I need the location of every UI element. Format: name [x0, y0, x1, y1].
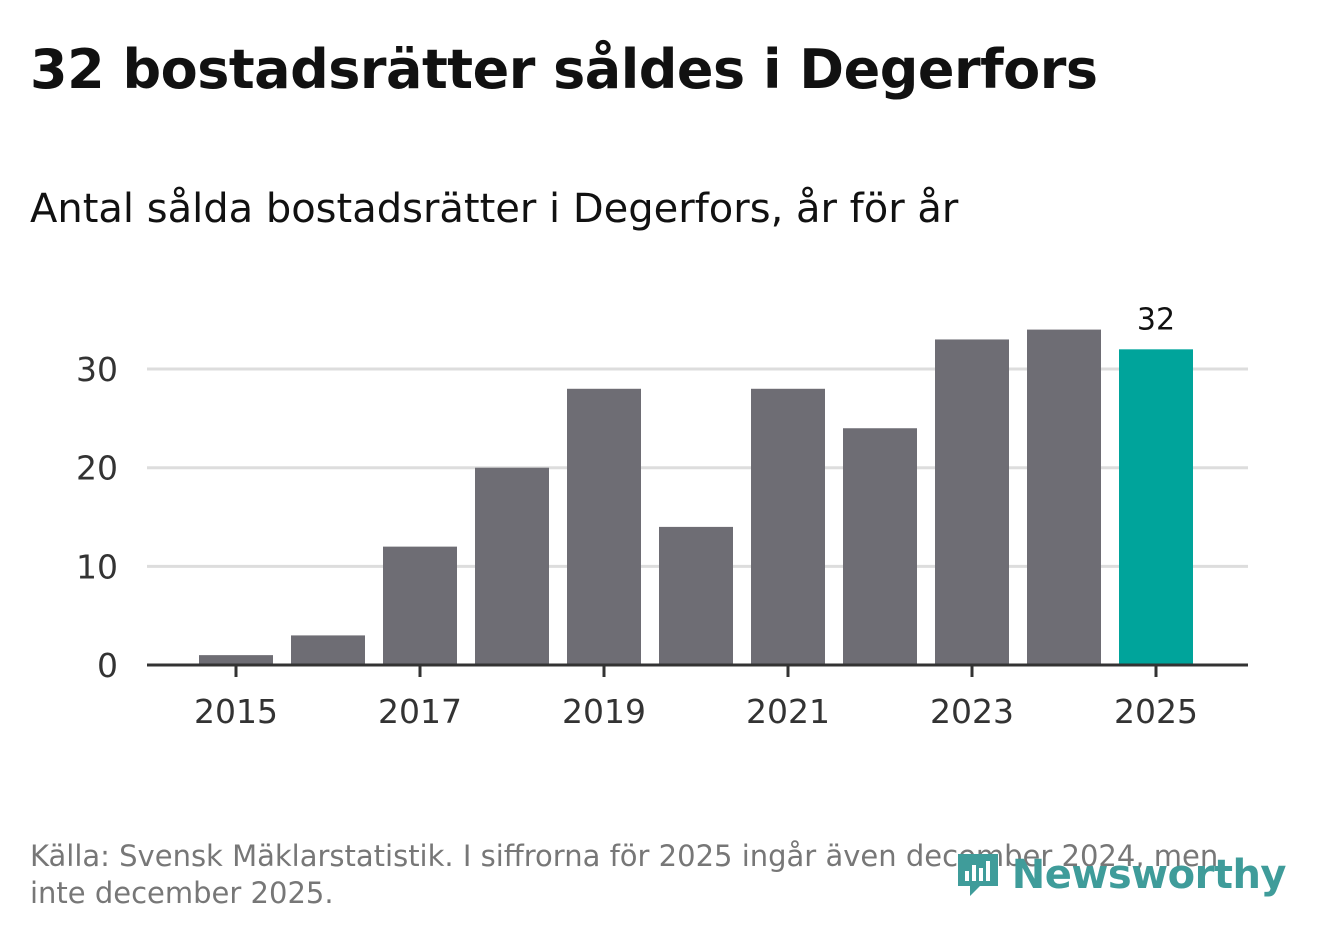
x-tick-label-2023: 2023: [930, 692, 1014, 731]
y-tick-label-10: 10: [76, 547, 118, 586]
source-note: Källa: Svensk Mäklarstatistik. I siffror…: [30, 839, 1219, 910]
newsworthy-logo: Newsworthy: [954, 850, 1287, 900]
y-tick-label-0: 0: [97, 646, 118, 685]
bar-2016: [291, 635, 365, 665]
bar-2023: [935, 339, 1009, 665]
bar-2021: [751, 388, 825, 665]
x-tick-label-2021: 2021: [746, 692, 830, 731]
y-tick-label-30: 30: [76, 350, 118, 389]
newsworthy-logo-icon: [957, 854, 998, 896]
bar-2018: [475, 467, 549, 665]
bar-2025: [1119, 349, 1193, 665]
axis-layer: [147, 663, 1248, 677]
bar-2019: [567, 388, 641, 665]
x-tick-label-2025: 2025: [1114, 692, 1198, 731]
chart-title: 32 bostadsrätter såldes i Degerfors: [30, 38, 1098, 101]
x-tick-label-2017: 2017: [378, 692, 462, 731]
y-tick-label-20: 20: [76, 449, 118, 488]
bar-2022: [843, 428, 917, 665]
label-layer: 0 10 20 30 2015 2017 2019 2021 2023 2025 32: [76, 302, 1198, 731]
bar-2015: [199, 655, 273, 665]
data-label-2025: 32: [1137, 302, 1175, 337]
bar-2024: [1027, 329, 1101, 665]
bar-2020: [659, 526, 733, 665]
chart-subtitle: Antal sålda bostadsrätter i Degerfors, å…: [30, 186, 959, 232]
bar-layer: [199, 329, 1193, 665]
bar-chart: 0 10 20 30 2015 2017 2019 2021 2023 2025 32: [76, 302, 1248, 731]
x-tick-label-2015: 2015: [194, 692, 278, 731]
newsworthy-logo-text: Newsworthy: [1011, 852, 1287, 898]
x-tick-label-2019: 2019: [562, 692, 646, 731]
bar-2017: [383, 546, 457, 665]
